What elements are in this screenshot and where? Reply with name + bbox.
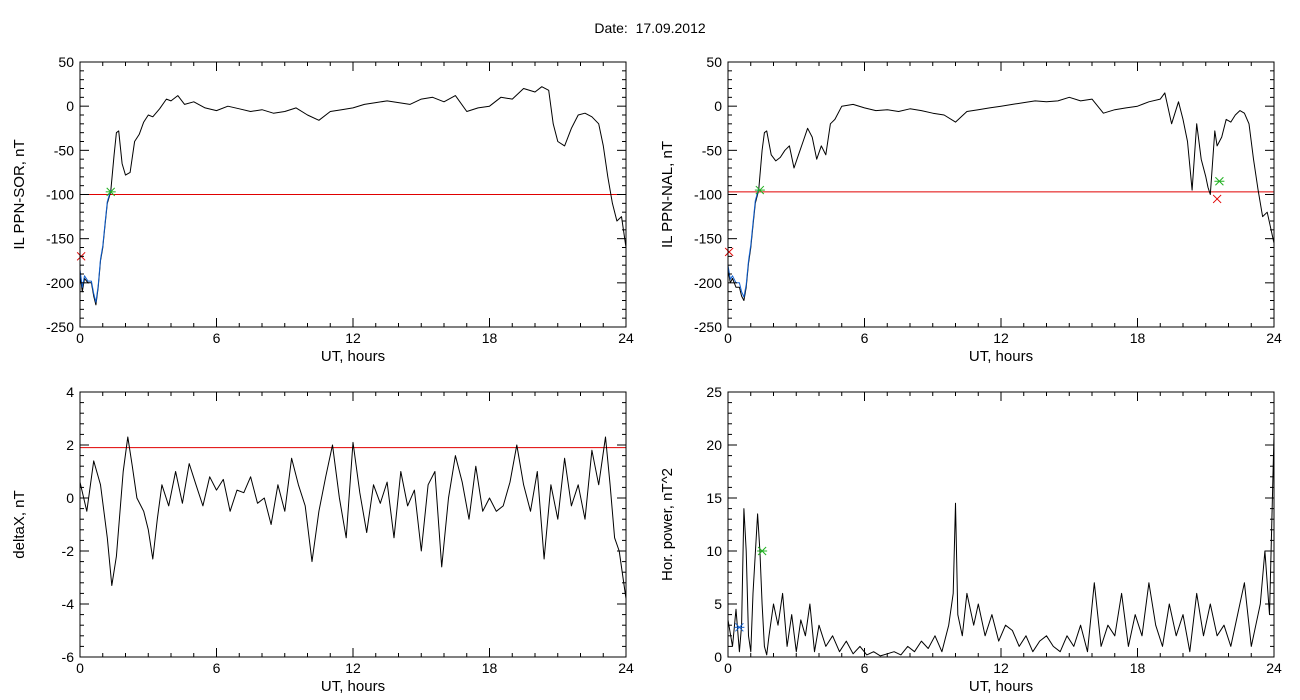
marker-green [757,546,768,556]
y-tick-label: -100 [694,187,722,203]
y-tick-label: -200 [694,275,722,291]
x-tick-label: 12 [993,330,1009,346]
marker-green [1214,176,1225,186]
y-tick-label: -250 [694,319,722,335]
y-axis-label: IL PPN-SOR, nT [11,139,28,249]
y-tick-label: 25 [706,384,722,400]
x-axis-label: UT, hours [969,678,1033,695]
y-axis-label: Hor. power, nT^2 [659,468,676,581]
y-tick-label: 5 [714,596,722,612]
page-title: Date: 17.09.2012 [594,20,706,36]
x-axis-label: UT, hours [321,678,385,695]
y-tick-label: -200 [46,275,74,291]
marker-stroke [724,247,734,257]
x-tick-label: 12 [993,660,1009,676]
plot-frame [79,391,627,658]
panel-2: 0 6 12 18 24 -250 -200 -150 -100 -50 0 50 UT, hours I… [659,54,1282,365]
x-tick-label: 0 [724,330,732,346]
x-tick-label: 24 [618,330,634,346]
y-tick-label: 20 [706,437,722,453]
x-axis-label: UT, hours [969,348,1033,365]
y-tick-label: -6 [62,649,75,665]
y-tick-label: 15 [706,490,722,506]
x-tick-label: 18 [1130,330,1146,346]
y-tick-label: -150 [46,231,74,247]
y-tick-label: 0 [714,649,722,665]
panel-4: 0 6 12 18 24 0 5 10 15 20 25 UT, hours Hor. power, n… [659,384,1282,695]
y-tick-label: -50 [54,142,74,158]
marker-blue [734,622,745,632]
y-tick-label: 50 [706,54,722,70]
series-line-blue [80,189,112,303]
x-tick-label: 6 [213,660,221,676]
y-tick-label: 0 [714,98,722,114]
x-tick-label: 6 [861,330,869,346]
y-axis-label: deltaX, nT [11,490,28,558]
marker-green [754,185,765,195]
y-tick-label: 2 [66,437,74,453]
x-tick-label: 0 [724,660,732,676]
marker-red [724,247,734,257]
series-line-black [80,86,626,306]
x-tick-label: 18 [482,660,498,676]
x-tick-label: 24 [618,660,634,676]
y-tick-label: 4 [66,384,74,400]
marker-stroke [1212,194,1222,204]
x-tick-label: 12 [345,330,361,346]
y-tick-label: 0 [66,490,74,506]
y-tick-label: 50 [58,54,74,70]
x-tick-label: 24 [1266,660,1282,676]
plot-frame [727,61,1275,328]
y-tick-label: 0 [66,98,74,114]
series-line-black [728,434,1274,657]
x-tick-label: 0 [76,330,84,346]
y-tick-label: -100 [46,187,74,203]
y-tick-label: -250 [46,319,74,335]
series-line-black [728,92,1274,301]
x-tick-label: 18 [482,330,498,346]
marker-green [105,187,116,197]
panel-1: 0 6 12 18 24 -250 -200 -150 -100 -50 0 50 UT, hours I… [11,54,634,365]
x-axis-label: UT, hours [321,348,385,365]
y-tick-label: -4 [62,596,75,612]
x-tick-label: 18 [1130,660,1146,676]
y-tick-label: 10 [706,543,722,559]
y-tick-label: -50 [702,142,722,158]
x-tick-label: 12 [345,660,361,676]
y-tick-label: -2 [62,543,75,559]
x-tick-label: 6 [213,330,221,346]
x-tick-label: 24 [1266,330,1282,346]
series-line-blue [728,188,760,298]
series-line-black [80,436,626,599]
x-tick-label: 0 [76,660,84,676]
y-axis-label: IL PPN-NAL, nT [659,141,676,248]
x-tick-label: 6 [861,660,869,676]
y-tick-label: -150 [694,231,722,247]
plot-frame [727,391,1275,658]
marker-red [1212,194,1222,204]
